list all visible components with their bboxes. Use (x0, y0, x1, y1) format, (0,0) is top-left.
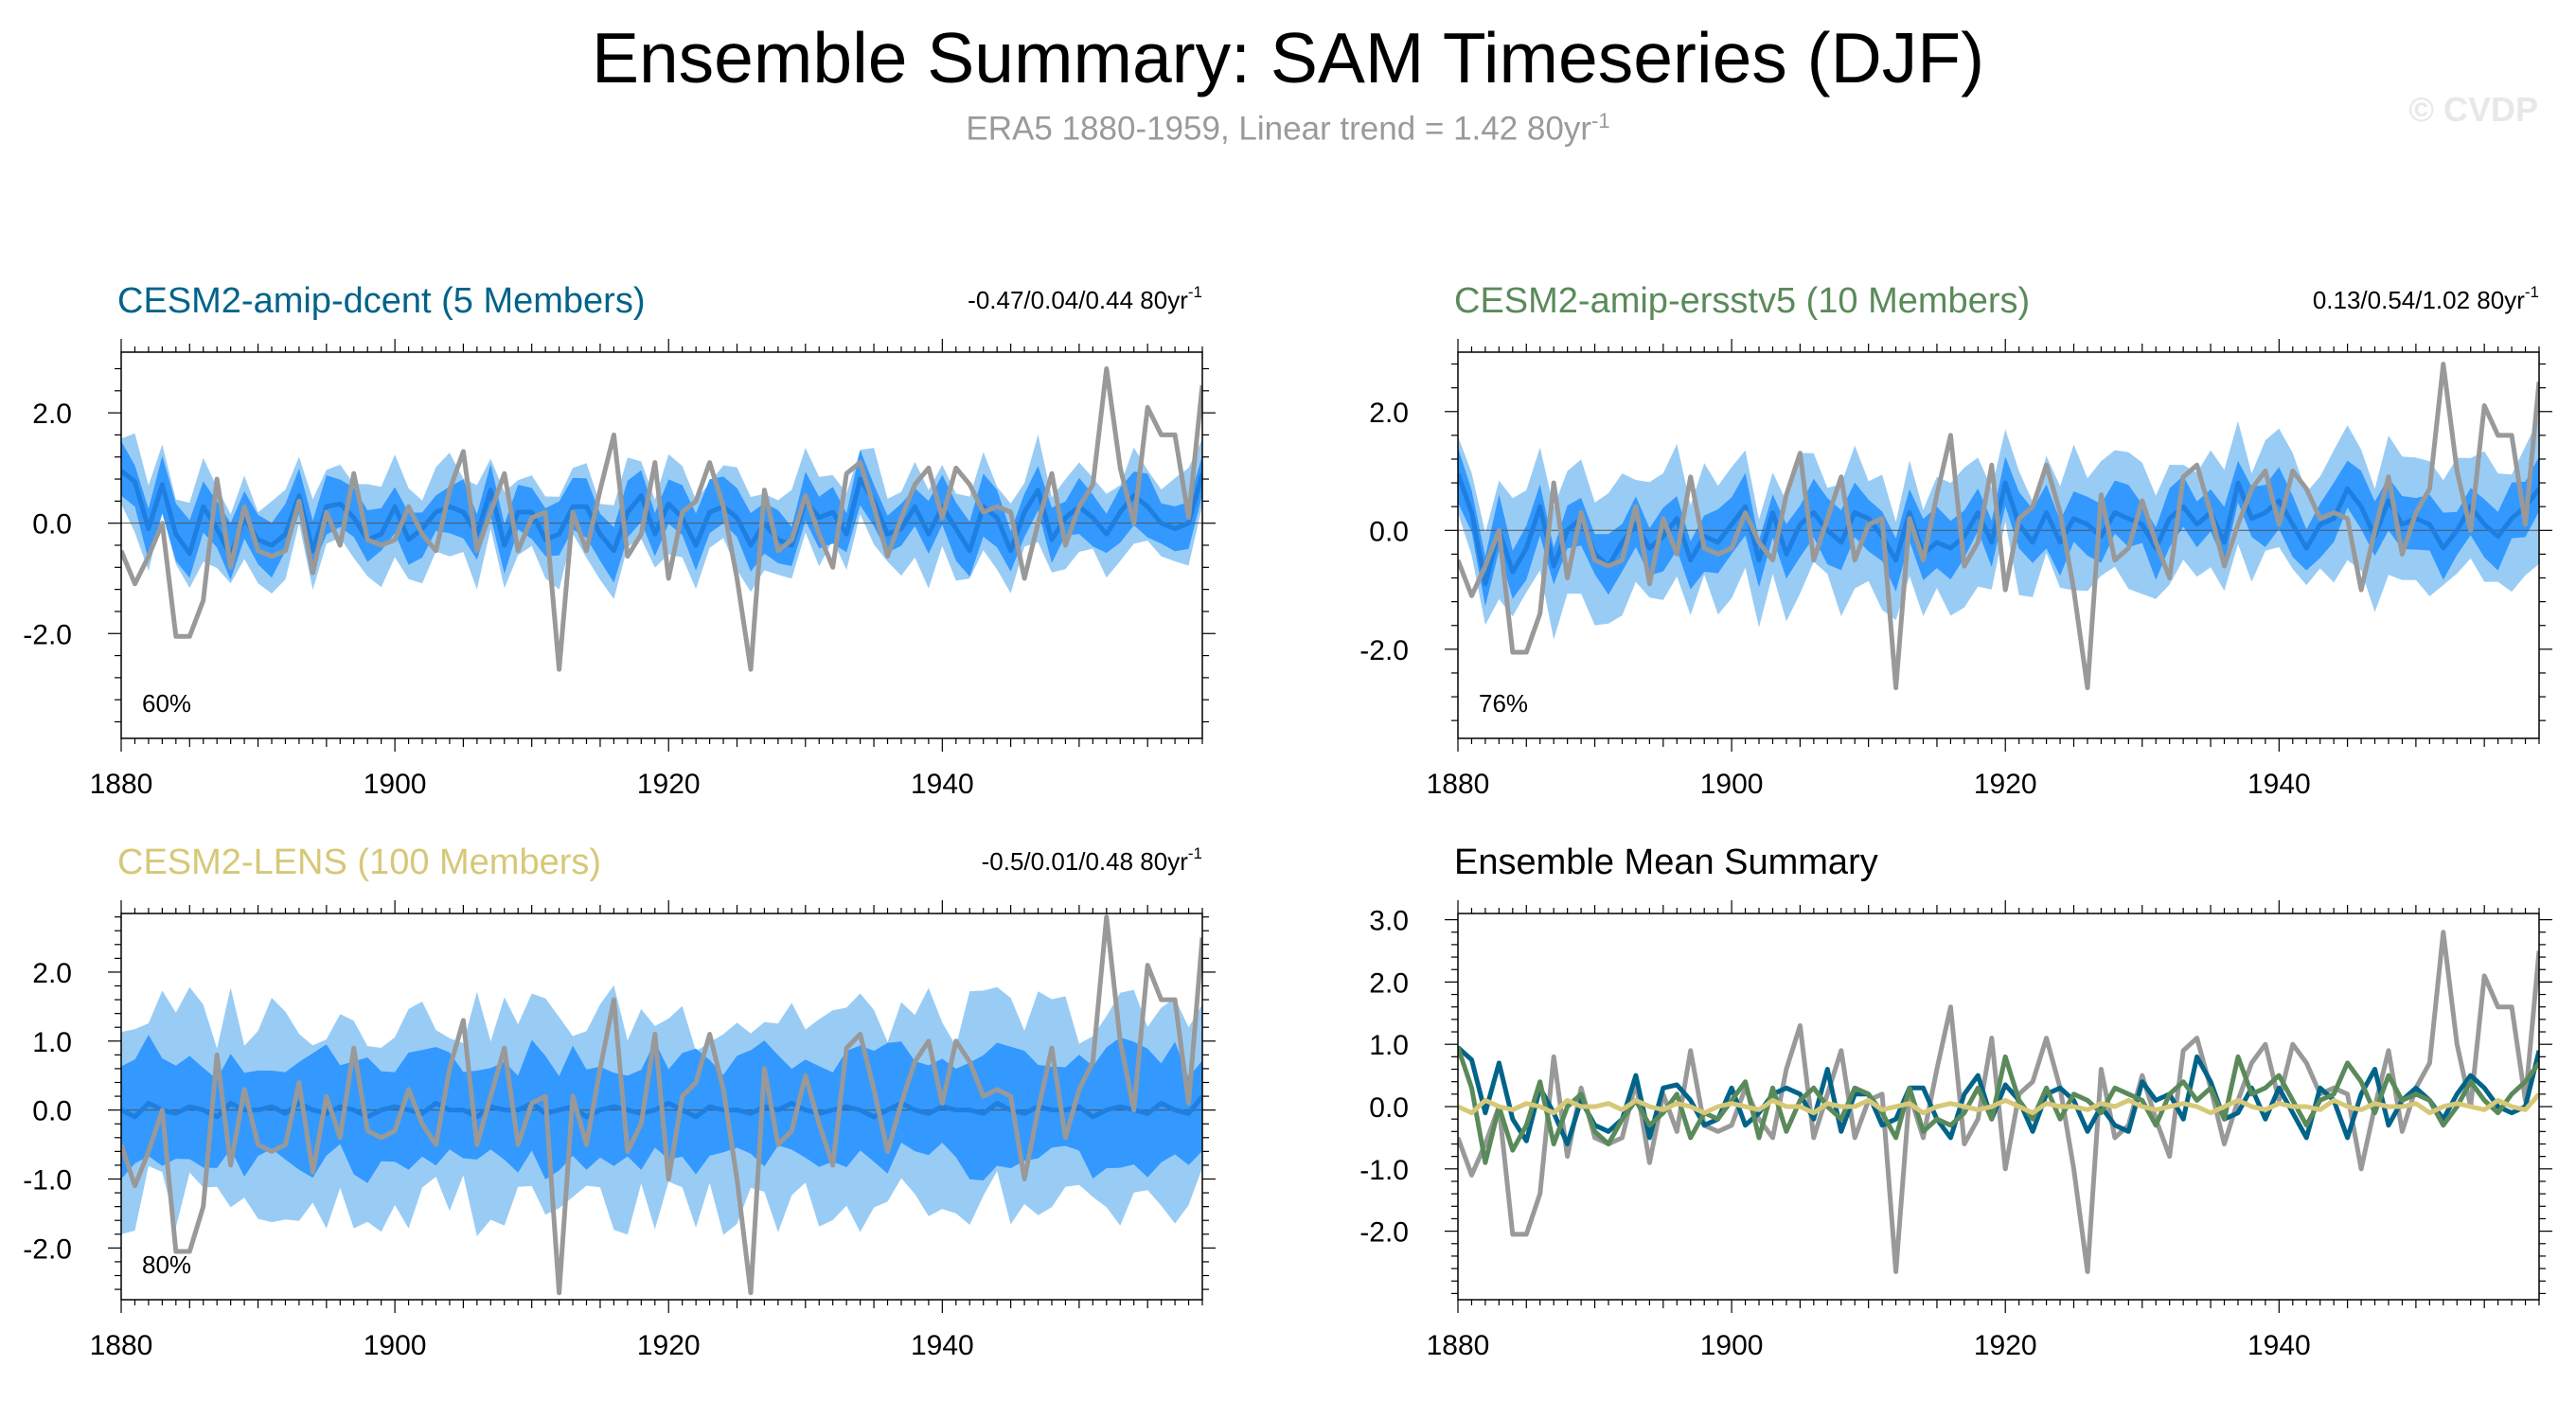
observed-line (121, 366, 1202, 672)
trend-values-text: 0.13/0.54/1.02 80yr (2313, 286, 2525, 314)
x-tick-label: 1940 (2247, 1330, 2311, 1361)
panel-title: CESM2-LENS (100 Members) (117, 842, 601, 882)
panel-title: CESM2-amip-dcent (5 Members) (117, 281, 645, 321)
chart-panel-dcent: CESM2-amip-dcent (5 Members) -0.47/0.04/0… (23, 281, 1216, 800)
subtitle-unit-exponent: -1 (1591, 109, 1610, 133)
plot-area (1458, 930, 2539, 1274)
mean-line-ersstv5 (1458, 1046, 2539, 1165)
trend-values-text: -0.5/0.01/0.48 80yr (982, 847, 1189, 876)
subtitle: ERA5 1880-1959, Linear trend = 1.42 80yr… (0, 109, 2576, 149)
trend-values: 0.13/0.54/1.02 80yr-1 (2313, 283, 2539, 314)
x-tick-label: 1920 (637, 769, 701, 800)
plot-area (121, 914, 1202, 1296)
y-tick-label: 2.0 (32, 958, 72, 989)
trend-values-text: -0.47/0.04/0.44 80yr (968, 286, 1188, 314)
y-tick-label: 3.0 (1369, 906, 1409, 937)
x-tick-label: 1940 (2247, 769, 2311, 800)
x-tick-label: 1940 (911, 769, 974, 800)
copyright-watermark: © CVDP (2408, 90, 2538, 129)
plot-frame (120, 913, 1203, 1301)
x-tick-label: 1900 (364, 769, 427, 800)
trend-unit-exponent: -1 (1188, 283, 1202, 301)
y-tick-label: -1.0 (23, 1165, 72, 1197)
x-tick-label: 1920 (1974, 1330, 2037, 1361)
y-tick-label: 0.0 (1369, 1092, 1409, 1124)
chart-panel-summary: Ensemble Mean Summary 1880 1900 1920 1940 -2.… (1359, 842, 2552, 1361)
subtitle-text: ERA5 1880-1959, Linear trend = 1.42 80yr (966, 110, 1592, 148)
y-tick-label: -2.0 (1359, 635, 1409, 666)
observed-line (121, 914, 1202, 1296)
y-tick-label: 0.0 (1369, 516, 1409, 547)
y-tick-label: -1.0 (1359, 1155, 1409, 1186)
x-tick-label: 1900 (364, 1330, 427, 1361)
plot-frame (1457, 351, 2540, 739)
trend-values: -0.47/0.04/0.44 80yr-1 (968, 283, 1202, 314)
x-tick-label: 1940 (911, 1330, 974, 1361)
x-tick-label: 1920 (1974, 769, 2037, 800)
trend-unit-exponent: -1 (1188, 844, 1202, 862)
percent-label: 80% (142, 1250, 191, 1279)
x-tick-label: 1880 (1427, 769, 1490, 800)
x-tick-label: 1880 (90, 769, 153, 800)
observed-line (1458, 362, 2539, 691)
x-tick-label: 1880 (90, 1330, 153, 1361)
y-tick-label: 2.0 (1369, 967, 1409, 999)
y-tick-label: 0.0 (32, 509, 72, 541)
main-title: Ensemble Summary: SAM Timeseries (DJF) (591, 18, 1985, 98)
chart-panel-lens: CESM2-LENS (100 Members) -0.5/0.01/0.48 8… (23, 842, 1216, 1361)
mean-line-lens (1458, 1092, 2539, 1116)
y-tick-label: 2.0 (1369, 398, 1409, 429)
y-tick-label: 0.0 (32, 1096, 72, 1127)
y-tick-label: 1.0 (1369, 1030, 1409, 1061)
y-tick-label: -2.0 (1359, 1217, 1409, 1249)
plot-area (121, 366, 1202, 672)
trend-unit-exponent: -1 (2525, 283, 2539, 301)
x-tick-label: 1900 (1700, 1330, 1764, 1361)
x-tick-label: 1900 (1700, 769, 1764, 800)
x-tick-label: 1920 (637, 1330, 701, 1361)
trend-values: -0.5/0.01/0.48 80yr-1 (982, 844, 1202, 876)
panel-title: Ensemble Mean Summary (1454, 842, 1878, 882)
percent-label: 60% (142, 689, 191, 718)
y-tick-label: -2.0 (23, 619, 72, 650)
y-tick-label: 1.0 (32, 1027, 72, 1058)
y-tick-label: -2.0 (23, 1233, 72, 1265)
plot-area (1458, 362, 2539, 691)
panel-title: CESM2-amip-ersstv5 (10 Members) (1454, 281, 2030, 321)
y-tick-label: 2.0 (32, 399, 72, 430)
chart-panel-ersstv5: CESM2-amip-ersstv5 (10 Members) 0.13/0.54… (1359, 281, 2552, 800)
percent-label: 76% (1479, 689, 1528, 718)
x-tick-label: 1880 (1427, 1330, 1490, 1361)
